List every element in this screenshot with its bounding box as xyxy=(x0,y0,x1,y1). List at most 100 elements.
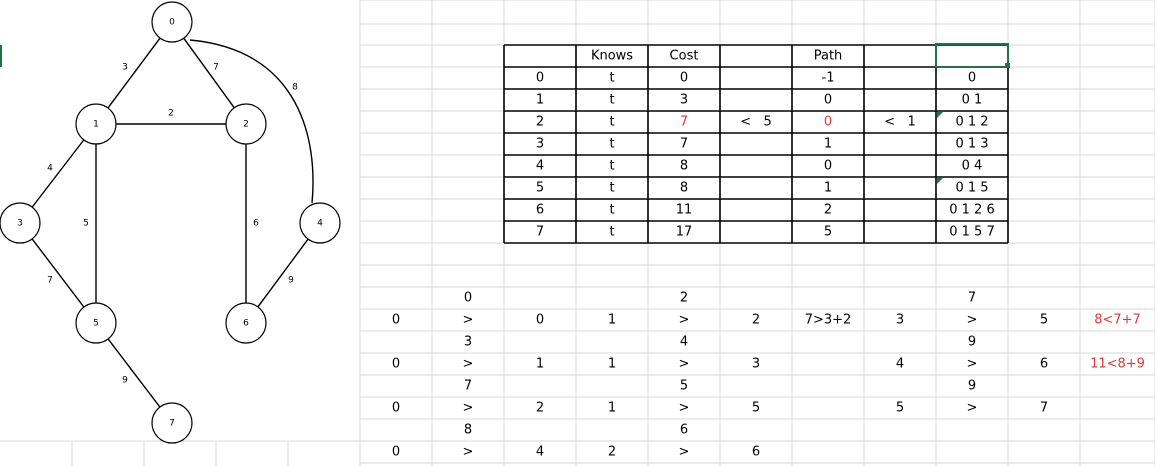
note-cell[interactable]: > xyxy=(679,401,690,416)
table-cell[interactable]: t xyxy=(609,93,614,108)
edge-weight-2-6: 6 xyxy=(253,219,259,229)
table-cell[interactable]: 0 xyxy=(968,71,976,86)
table-header-cell[interactable]: Knows xyxy=(591,49,633,64)
graph-edge-1-3 xyxy=(31,139,85,208)
table-cell[interactable]: 0 1 2 xyxy=(955,115,988,130)
note-cell[interactable]: 2 xyxy=(680,291,688,306)
table-cell[interactable]: 0 1 xyxy=(962,93,983,108)
table-cell[interactable]: < 1 xyxy=(884,115,916,130)
note-cell[interactable]: 3 xyxy=(464,335,472,350)
note-cell[interactable]: > xyxy=(463,401,474,416)
table-cell[interactable]: 0 xyxy=(824,93,832,108)
note-cell[interactable]: 2 xyxy=(752,313,760,328)
table-cell[interactable]: 2 xyxy=(824,203,832,218)
note-cell[interactable]: 6 xyxy=(680,423,688,438)
note-cell[interactable]: > xyxy=(679,445,690,460)
table-cell[interactable]: 0 xyxy=(824,115,832,130)
table-cell[interactable]: 0 xyxy=(536,71,544,86)
note-cell[interactable]: > xyxy=(967,313,978,328)
table-cell[interactable]: 6 xyxy=(536,203,544,218)
note-cell[interactable]: > xyxy=(463,357,474,372)
note-cell[interactable]: 5 xyxy=(1040,313,1048,328)
table-cell[interactable]: 1 xyxy=(824,137,832,152)
table-header-cell[interactable]: Path xyxy=(814,49,843,64)
note-cell[interactable]: 1 xyxy=(608,313,616,328)
note-cell[interactable]: 0 xyxy=(392,313,400,328)
table-cell[interactable]: t xyxy=(609,159,614,174)
table-cell[interactable]: -1 xyxy=(822,71,835,86)
note-cell[interactable]: 8 xyxy=(464,423,472,438)
table-cell[interactable]: 5 xyxy=(824,225,832,240)
note-cell[interactable]: 3 xyxy=(752,357,760,372)
table-cell[interactable]: 5 xyxy=(536,181,544,196)
table-cell[interactable]: 17 xyxy=(676,225,693,240)
table-cell[interactable]: t xyxy=(609,225,614,240)
note-cell[interactable]: 6 xyxy=(1040,357,1048,372)
table-cell[interactable]: 11 xyxy=(676,203,693,218)
note-cell[interactable]: 0 xyxy=(392,445,400,460)
note-cell[interactable]: 9 xyxy=(968,379,976,394)
table-cell[interactable]: 0 xyxy=(680,71,688,86)
note-cell[interactable]: > xyxy=(463,445,474,460)
note-cell[interactable]: 3 xyxy=(896,313,904,328)
note-cell[interactable]: 2 xyxy=(536,401,544,416)
table-cell[interactable]: 0 1 2 6 xyxy=(949,203,994,218)
note-cell[interactable]: > xyxy=(679,313,690,328)
note-cell[interactable]: 4 xyxy=(896,357,904,372)
table-cell[interactable]: 0 1 5 7 xyxy=(949,225,994,240)
note-cell[interactable]: 7 xyxy=(968,291,976,306)
table-cell[interactable]: 7 xyxy=(680,137,688,152)
table-cell[interactable]: 0 4 xyxy=(962,159,983,174)
note-cell[interactable]: 8<7+7 xyxy=(1094,313,1141,328)
note-cell[interactable]: > xyxy=(967,401,978,416)
note-cell[interactable]: 5 xyxy=(680,379,688,394)
note-cell[interactable]: 11<8+9 xyxy=(1090,357,1145,372)
note-cell[interactable]: 0 xyxy=(392,401,400,416)
table-cell[interactable]: t xyxy=(609,115,614,130)
note-cell[interactable]: > xyxy=(967,357,978,372)
edge-weight-0-2: 7 xyxy=(213,63,219,73)
note-cell[interactable]: 4 xyxy=(536,445,544,460)
table-cell[interactable]: 7 xyxy=(536,225,544,240)
note-cell[interactable]: 7>3+2 xyxy=(805,313,852,328)
fill-handle[interactable] xyxy=(1005,63,1010,68)
note-cell[interactable]: > xyxy=(679,357,690,372)
note-cell[interactable]: 7 xyxy=(464,379,472,394)
note-cell[interactable]: 0 xyxy=(392,357,400,372)
table-cell[interactable]: 8 xyxy=(680,159,688,174)
table-cell[interactable]: 0 1 3 xyxy=(955,137,988,152)
note-cell[interactable]: 0 xyxy=(464,291,472,306)
table-cell[interactable]: < 5 xyxy=(740,115,772,130)
note-cell[interactable]: 1 xyxy=(536,357,544,372)
table-cell[interactable]: t xyxy=(609,203,614,218)
table-cell[interactable]: 2 xyxy=(536,115,544,130)
table-cell[interactable]: t xyxy=(609,71,614,86)
table-cell[interactable]: 7 xyxy=(680,115,688,130)
table-cell[interactable]: 0 xyxy=(824,159,832,174)
table-cell[interactable]: 1 xyxy=(824,181,832,196)
table-cell[interactable]: 8 xyxy=(680,181,688,196)
note-cell[interactable]: 1 xyxy=(608,401,616,416)
table-cell[interactable]: 3 xyxy=(536,137,544,152)
note-cell[interactable]: 7 xyxy=(1040,401,1048,416)
note-cell[interactable]: 1 xyxy=(608,357,616,372)
note-cell[interactable]: 9 xyxy=(968,335,976,350)
note-cell[interactable]: 2 xyxy=(608,445,616,460)
table-cell[interactable]: t xyxy=(609,137,614,152)
table-cell[interactable]: 0 1 5 xyxy=(955,181,988,196)
note-cell[interactable]: 0 xyxy=(536,313,544,328)
note-cell[interactable]: 5 xyxy=(896,401,904,416)
table-cell[interactable]: 1 xyxy=(536,93,544,108)
note-cell[interactable]: 5 xyxy=(752,401,760,416)
table-cell[interactable]: t xyxy=(609,181,614,196)
note-cell[interactable]: 4 xyxy=(680,335,688,350)
selected-cell[interactable] xyxy=(935,43,1009,68)
note-cell[interactable]: 6 xyxy=(752,445,760,460)
table-cell[interactable]: 3 xyxy=(680,93,688,108)
table-header-cell[interactable]: Cost xyxy=(670,49,699,64)
graph-edge-0-2 xyxy=(183,37,235,109)
note-cell[interactable]: > xyxy=(463,313,474,328)
table-cell[interactable]: 4 xyxy=(536,159,544,174)
graph-node-3 xyxy=(0,202,41,244)
